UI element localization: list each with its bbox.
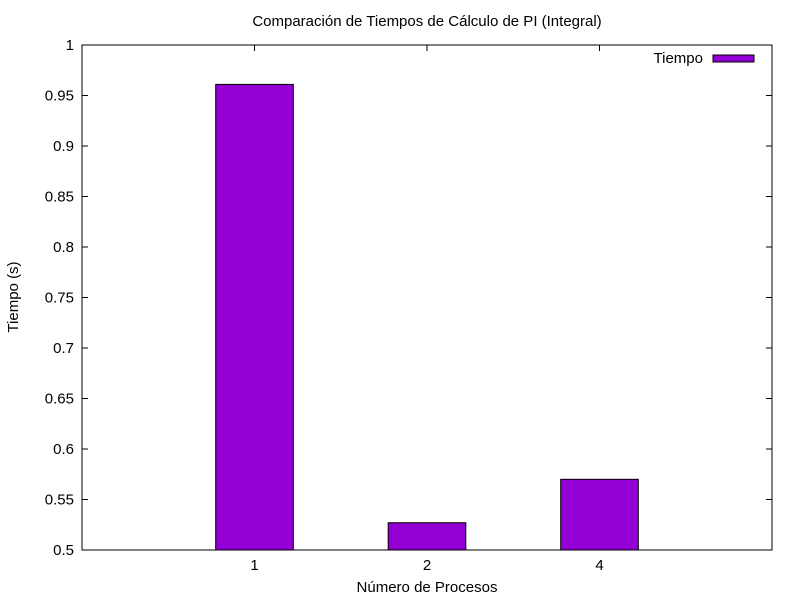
x-axis-label: Número de Procesos bbox=[357, 579, 498, 596]
y-tick-label: 0.95 bbox=[45, 88, 74, 105]
y-tick-label: 0.9 bbox=[53, 138, 74, 155]
plot-frame bbox=[81, 44, 773, 551]
y-tick-label: 0.75 bbox=[45, 290, 74, 307]
y-tick-label: 0.65 bbox=[45, 391, 74, 408]
y-tick-label: 0.7 bbox=[53, 340, 74, 357]
bars bbox=[215, 83, 639, 551]
y-tick-label: 0.6 bbox=[53, 441, 74, 458]
bar bbox=[560, 478, 639, 551]
chart-title: Comparación de Tiempos de Cálculo de PI … bbox=[252, 13, 601, 30]
x-tick-label: 4 bbox=[595, 557, 603, 574]
y-tick-label: 0.8 bbox=[53, 239, 74, 256]
x-tick-label: 2 bbox=[423, 557, 431, 574]
tick-marks bbox=[82, 44, 772, 551]
legend-swatch bbox=[712, 54, 755, 63]
y-tick-label: 0.55 bbox=[45, 492, 74, 509]
y-tick-label: 0.85 bbox=[45, 189, 74, 206]
x-tick-label: 1 bbox=[250, 557, 258, 574]
legend-label: Tiempo bbox=[654, 50, 703, 67]
y-tick-label: 1 bbox=[66, 37, 74, 54]
y-axis-label: Tiempo (s) bbox=[5, 261, 22, 332]
y-tick-label: 0.5 bbox=[53, 542, 74, 559]
bar bbox=[387, 522, 467, 551]
x-tick-labels: 1 2 4 bbox=[250, 557, 603, 574]
y-tick-labels: 0.5 0.55 0.6 0.65 0.7 0.75 0.8 0.85 0.9 0.95 1 bbox=[45, 37, 74, 559]
bar bbox=[215, 83, 294, 551]
legend: Tiempo bbox=[654, 50, 755, 67]
